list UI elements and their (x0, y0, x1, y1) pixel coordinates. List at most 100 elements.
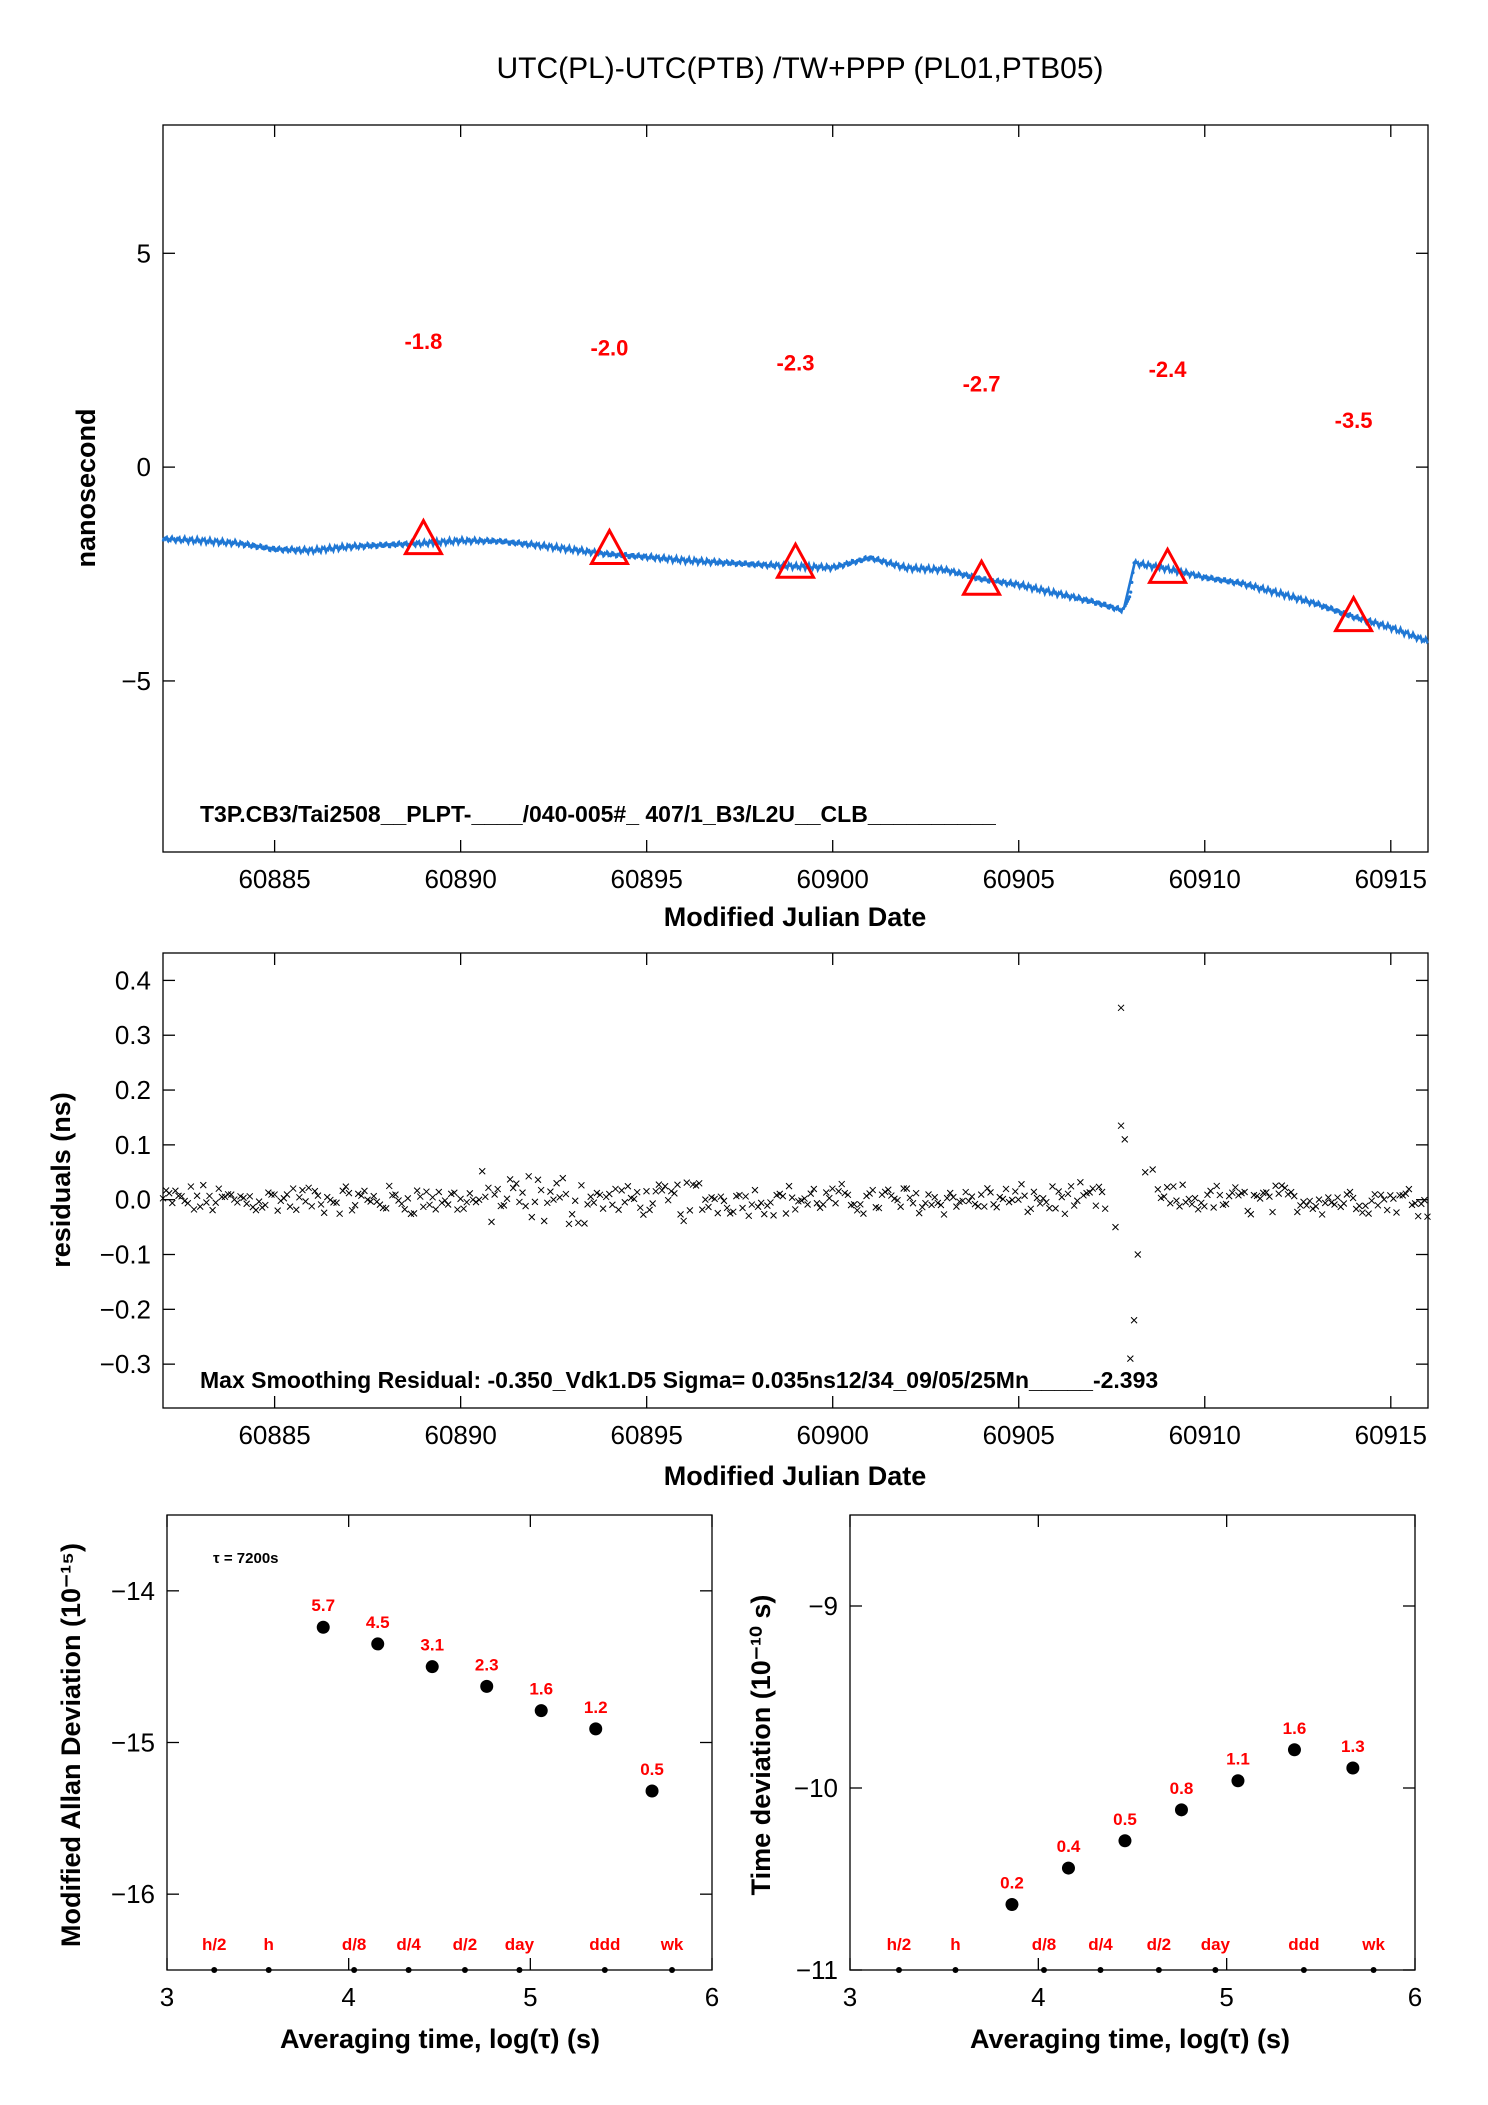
residual-point (996, 1193, 1004, 1201)
residual-point (810, 1185, 818, 1193)
residual-point (199, 1181, 207, 1189)
residual-point (299, 1186, 306, 1194)
residual-point (165, 1189, 173, 1197)
residual-point (1374, 1201, 1382, 1209)
residual-point (364, 1196, 371, 1204)
residual-point (1256, 1195, 1264, 1202)
residual-point (1321, 1199, 1329, 1207)
time-deviation-point-label: 0.8 (1170, 1779, 1194, 1798)
top-y-tick-label: 0 (137, 452, 151, 482)
allan-time-marker-label: h (264, 1935, 274, 1954)
residual-point (909, 1199, 917, 1207)
residual-point (1011, 1188, 1019, 1195)
residual-point (1073, 1197, 1081, 1205)
residual-point (813, 1199, 821, 1207)
allan-point (480, 1679, 494, 1693)
residual-point (234, 1199, 241, 1206)
residual-point (578, 1181, 585, 1189)
residual-point (255, 1198, 263, 1205)
top-x-tick-label: 60895 (611, 864, 683, 894)
residual-point (1278, 1182, 1286, 1189)
residual-point (385, 1182, 393, 1190)
residual-point (791, 1206, 799, 1213)
residual-point (894, 1196, 901, 1204)
residual-point (392, 1191, 399, 1198)
residual-point (419, 1203, 427, 1211)
residual-point (543, 1199, 551, 1207)
residual-point (974, 1202, 982, 1210)
residual-point (835, 1187, 842, 1195)
residual-point (652, 1187, 660, 1195)
residual-point (509, 1184, 517, 1192)
allan-tau-annotation: τ = 7200s (213, 1550, 279, 1567)
residual-point (698, 1206, 706, 1214)
time-deviation-point (1174, 1803, 1188, 1817)
residual-point (1402, 1190, 1410, 1198)
residual-point (829, 1185, 836, 1193)
triangle-marker (588, 527, 630, 566)
residual-point (265, 1189, 272, 1196)
residual-point (491, 1191, 498, 1198)
residual-point (478, 1167, 486, 1175)
residual-point (168, 1199, 176, 1207)
residual-point (450, 1189, 458, 1197)
residual-point (912, 1189, 920, 1197)
allan-time-marker (211, 1967, 218, 1973)
residual-point (556, 1194, 564, 1201)
residual-point (711, 1195, 719, 1203)
residual-point (463, 1198, 471, 1206)
residual-point (404, 1195, 412, 1202)
residual-point (798, 1197, 805, 1204)
residual-point (1331, 1201, 1338, 1208)
time-deviation-point-label: 1.6 (1283, 1719, 1307, 1738)
residual-point (825, 1194, 833, 1202)
allan-point (371, 1637, 385, 1651)
residual-point (178, 1192, 185, 1200)
residual-point (1287, 1188, 1295, 1196)
residuals-x-tick-label: 60900 (797, 1420, 869, 1450)
residual-point (333, 1199, 340, 1207)
residual-point (1207, 1187, 1214, 1195)
allan-y-axis-label: Modified Allan Deviation (10⁻¹⁵) (56, 1543, 86, 1947)
allan-time-marker (669, 1967, 676, 1973)
time-deviation-x-tick-label: 3 (843, 1982, 857, 2012)
allan-time-marker-label: d/4 (396, 1935, 421, 1954)
time-deviation-x-tick-label: 5 (1219, 1982, 1233, 2012)
residual-point (1179, 1181, 1187, 1189)
residual-point (1365, 1210, 1372, 1217)
residual-point (1160, 1193, 1168, 1201)
top-plot-frame (162, 124, 1429, 853)
residual-point (1070, 1202, 1078, 1209)
residual-point (1269, 1208, 1276, 1216)
residual-point (1188, 1200, 1196, 1208)
timeseries-point (1129, 590, 1133, 594)
residual-point (1306, 1197, 1314, 1205)
top-note: T3P.CB3/Tai2508__PLPT-____/040-005#_ 407… (200, 801, 996, 827)
residual-point (1362, 1202, 1369, 1210)
residual-point (571, 1197, 579, 1205)
residual-point (444, 1201, 452, 1208)
residual-point (742, 1193, 750, 1200)
allan-time-marker (516, 1967, 523, 1973)
residual-point (1173, 1197, 1180, 1204)
residuals-x-tick-label: 60890 (424, 1420, 496, 1450)
residual-point (240, 1194, 247, 1202)
time-deviation-point (1118, 1834, 1132, 1848)
residual-point (618, 1187, 626, 1194)
residuals-y-tick-label: 0.2 (115, 1075, 151, 1105)
residual-point (599, 1205, 607, 1213)
residual-point (993, 1203, 1001, 1211)
time-deviation-point (1231, 1774, 1245, 1788)
allan-y-tick-label: −14 (111, 1576, 155, 1606)
timeseries-point (1128, 595, 1132, 599)
residuals-x-tick-label: 60885 (238, 1420, 310, 1450)
time-deviation-time-marker-label: h (950, 1935, 960, 1954)
residual-point (243, 1200, 251, 1208)
residual-point (977, 1191, 985, 1198)
residual-point (516, 1198, 523, 1206)
top-x-axis-label: Modified Julian Date (664, 902, 927, 932)
time-deviation-time-marker (895, 1967, 902, 1973)
residual-point (856, 1200, 864, 1208)
residual-point (1055, 1188, 1063, 1195)
residuals-x-tick-label: 60895 (611, 1420, 683, 1450)
